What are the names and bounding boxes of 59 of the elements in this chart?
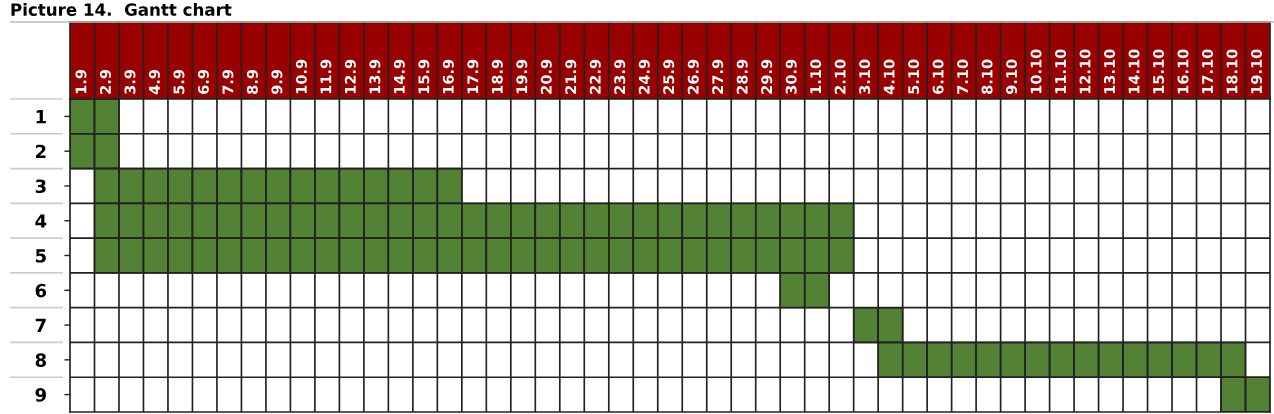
y-tick-label: 3: [35, 179, 46, 194]
x-tick-label: 3.10: [859, 59, 871, 94]
x-tick-label: 10.10: [1030, 49, 1042, 94]
x-tick-label: 13.9: [369, 59, 381, 94]
x-tick-label: 30.9: [785, 59, 797, 94]
x-tick-label: 18.10: [1226, 49, 1238, 94]
y-tick-label: 4: [35, 214, 47, 228]
x-tick-label: 2.10: [834, 59, 846, 94]
x-tick-label: 7.9: [222, 69, 234, 94]
x-tick-label: 6.9: [197, 69, 209, 94]
x-tick-label: 15.9: [418, 59, 430, 94]
x-tick-label: 11.9: [320, 59, 332, 94]
x-tick-label: 8.9: [246, 69, 258, 94]
x-tick-label: 5.9: [173, 69, 185, 94]
x-tick-label: 17.9: [467, 59, 479, 94]
x-tick-label: 25.9: [663, 59, 675, 94]
x-tick-label: 27.9: [712, 59, 724, 94]
x-tick-label: 15.10: [1153, 49, 1165, 94]
x-tick-label: 4.9: [148, 69, 160, 95]
x-tick-label: 1.10: [810, 59, 822, 94]
x-tick-label: 1.9: [75, 69, 87, 94]
x-tick-label: 21.9: [565, 59, 577, 94]
x-tick-label: 12.9: [344, 59, 356, 94]
x-tick-label: 9.10: [1006, 59, 1018, 95]
chart-title: Picture 14. Gantt chart: [11, 3, 232, 16]
x-tick-label: 16.9: [442, 59, 454, 94]
x-tick-label: 22.9: [589, 59, 601, 94]
x-tick-label: 19.10: [1250, 49, 1262, 94]
x-tick-label: 18.9: [491, 59, 503, 94]
x-tick-label: 20.9: [540, 59, 552, 94]
y-tick-label: 8: [35, 353, 46, 367]
y-tick-label: 6: [35, 283, 47, 298]
x-tick-label: 10.9: [295, 59, 307, 94]
y-tick-label: 7: [35, 318, 46, 332]
x-tick-label: 12.10: [1079, 49, 1091, 94]
x-tick-label: 13.10: [1104, 49, 1116, 94]
x-tick-label: 23.9: [614, 59, 626, 94]
x-tick-label: 26.9: [687, 59, 699, 94]
x-tick-label: 17.10: [1201, 49, 1214, 94]
x-tick-label: 2.9: [99, 69, 111, 94]
x-tick-label: 3.9: [124, 69, 136, 94]
x-tick-label: 24.9: [638, 59, 650, 94]
x-tick-label: 4.10: [883, 59, 895, 95]
x-tick-label: 6.10: [932, 59, 944, 94]
x-tick-label: 5.10: [908, 59, 920, 94]
x-tick-label: 11.10: [1055, 49, 1067, 94]
x-tick-label: 14.10: [1128, 49, 1140, 94]
y-tick-label: 9: [35, 388, 46, 402]
y-tick-label: 5: [35, 249, 46, 263]
x-tick-label: 14.9: [393, 59, 405, 94]
x-tick-label: 19.9: [516, 59, 528, 94]
x-tick-label: 16.10: [1177, 49, 1189, 94]
y-tick-label: 2: [35, 144, 46, 159]
x-tick-label: 8.10: [981, 59, 993, 94]
x-tick-label: 28.9: [736, 59, 748, 94]
x-tick-label: 29.9: [761, 59, 773, 94]
x-tick-label: 9.9: [271, 69, 283, 95]
y-tick-label: 1: [36, 110, 46, 124]
x-tick-label: 7.10: [957, 59, 969, 94]
